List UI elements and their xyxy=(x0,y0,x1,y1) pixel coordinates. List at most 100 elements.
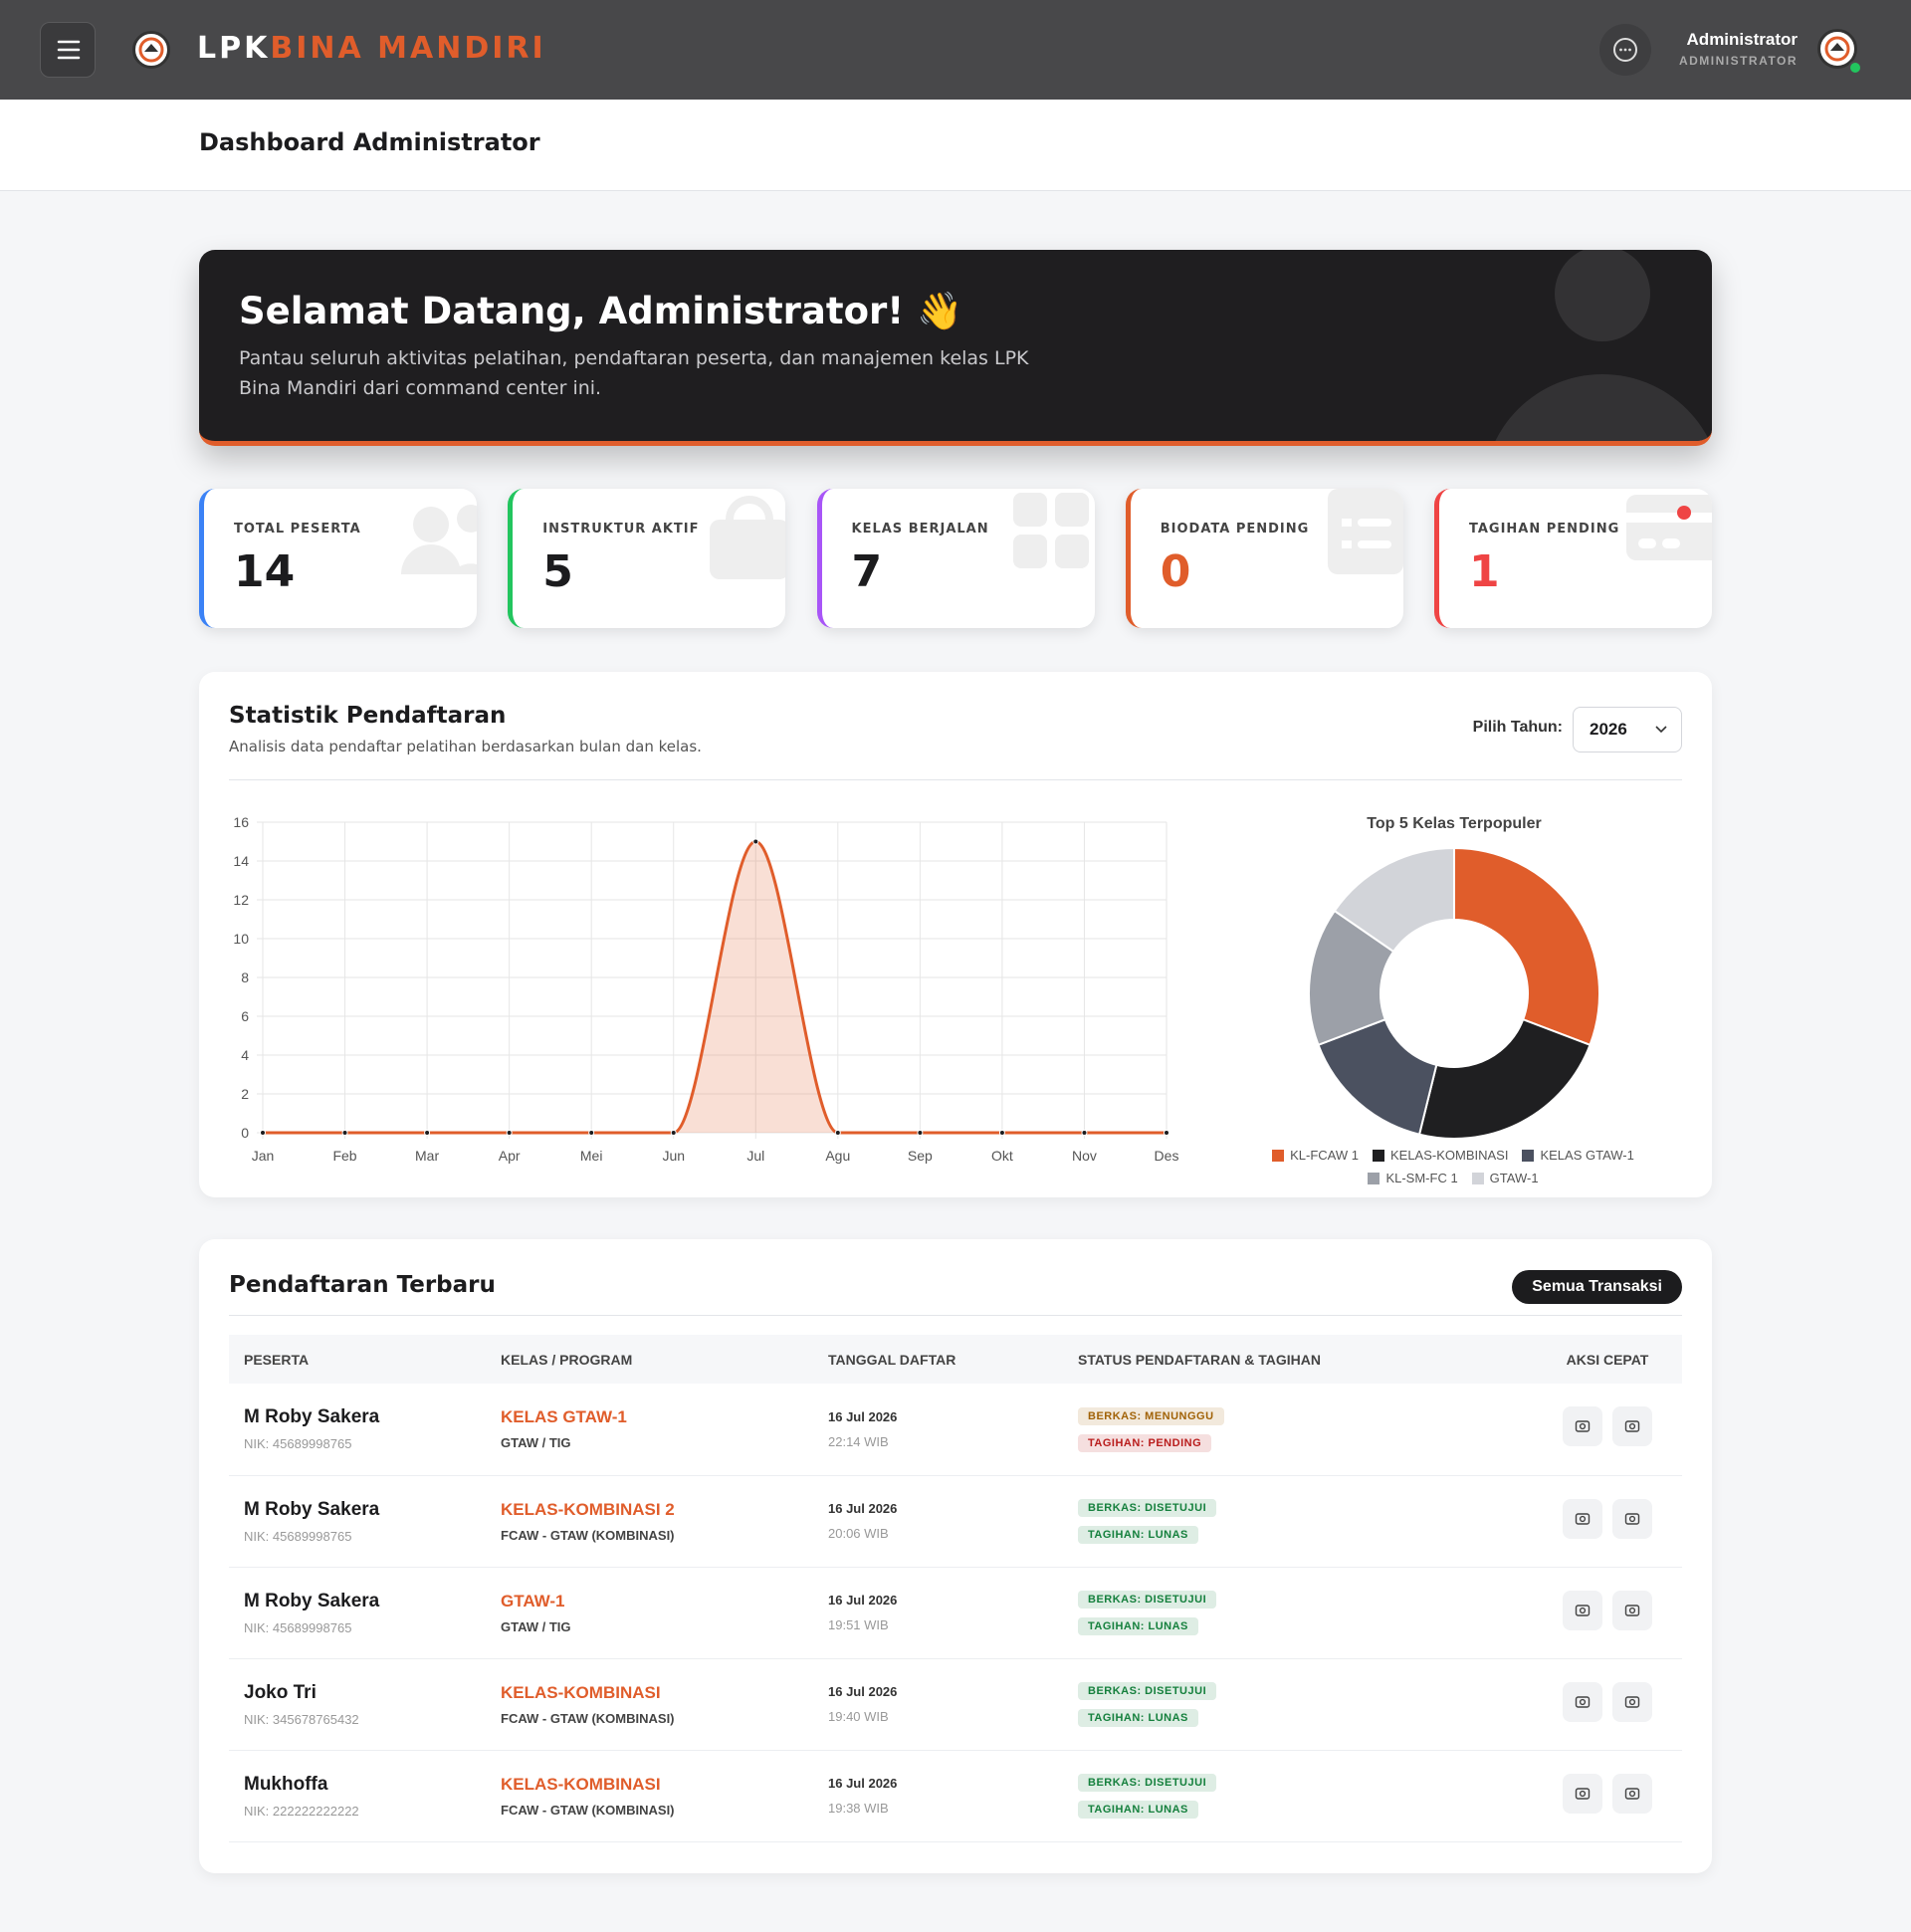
x-tick-label: Agu xyxy=(825,1148,850,1164)
participant-nik: NIK: 45689998765 xyxy=(244,1619,352,1635)
date: 16 Jul 2026 xyxy=(828,1593,898,1608)
action-invoice[interactable] xyxy=(1612,1773,1652,1814)
cell: Joko Tri NIK: 345678765432 xyxy=(229,1658,486,1751)
point xyxy=(834,1130,841,1136)
stat-label: TOTAL PESERTA xyxy=(234,522,361,537)
decor-circle xyxy=(1555,250,1650,341)
stat-card: INSTRUKTUR AKTIF 5 xyxy=(508,489,786,628)
brand: LPKBINA MANDIRI xyxy=(197,31,546,66)
badge-tagihan: TAGIHAN: PENDING xyxy=(1078,1433,1212,1452)
navbar: LPKBINA MANDIRI Administrator ADMINISTRA… xyxy=(0,0,1911,100)
table-row: Joko Tri NIK: 345678765432 KELAS-KOMBINASI… xyxy=(229,1658,1682,1751)
panel-title: Statistik Pendaftaran xyxy=(229,703,507,729)
table-body: M Roby Sakera NIK: 45689998765 KELAS GTAW-… xyxy=(229,1384,1682,1842)
point xyxy=(1081,1130,1088,1136)
stat-card: BIODATA PENDING 0 xyxy=(1125,489,1403,628)
table-header: PESERTA KELAS / PROGRAM TANGGAL DAFTAR STAT… xyxy=(229,1335,1682,1384)
year-select[interactable]: 2026 xyxy=(1573,707,1682,752)
doughnut-slice xyxy=(1308,909,1395,1047)
decor-circle xyxy=(1483,374,1712,441)
action-invoice[interactable] xyxy=(1612,1498,1652,1539)
status-row: BERKAS: MENUNGGU xyxy=(1078,1406,1518,1425)
card-icon xyxy=(401,505,477,574)
cell: KELAS-KOMBINASI FCAW - GTAW (KOMBINASI) xyxy=(486,1750,813,1842)
participant-name: M Roby Sakera xyxy=(244,1498,380,1520)
status-row: BERKAS: DISETUJUI xyxy=(1078,1498,1518,1517)
cell: KELAS-KOMBINASI FCAW - GTAW (KOMBINASI) xyxy=(486,1658,813,1751)
banner-text: Pantau seluruh aktivitas pelatihan, pend… xyxy=(239,347,1029,399)
x-tick-label: Apr xyxy=(499,1148,521,1164)
action-invoice[interactable] xyxy=(1612,1406,1652,1447)
y-tick-label: 16 xyxy=(233,814,249,830)
time: 19:40 WIB xyxy=(828,1709,889,1724)
participant-name: M Roby Sakera xyxy=(244,1406,380,1428)
legend-swatch xyxy=(1368,1172,1380,1184)
doughnut-slice xyxy=(1317,1017,1438,1136)
stat-card: TAGIHAN PENDING 1 xyxy=(1434,489,1712,628)
program-name: GTAW / TIG xyxy=(501,1618,571,1634)
action-icon xyxy=(1575,1695,1591,1708)
badge-tagihan: TAGIHAN: LUNAS xyxy=(1078,1801,1198,1819)
point xyxy=(506,1130,513,1136)
table-row: M Roby Sakera NIK: 45689998765 GTAW-1 GTAW … xyxy=(229,1567,1682,1659)
action-view[interactable] xyxy=(1563,1406,1602,1447)
action-view[interactable] xyxy=(1563,1590,1602,1630)
status-row: BERKAS: DISETUJUI xyxy=(1078,1681,1518,1700)
stat-label: INSTRUKTUR AKTIF xyxy=(542,522,700,537)
action-view[interactable] xyxy=(1563,1773,1602,1814)
cell: 16 Jul 2026 19:38 WIB xyxy=(813,1750,1063,1842)
participant-nik: NIK: 222222222222 xyxy=(244,1803,359,1819)
cell: BERKAS: DISETUJUI TAGIHAN: LUNAS xyxy=(1063,1658,1533,1751)
action-invoice[interactable] xyxy=(1612,1590,1652,1630)
stat-value: 14 xyxy=(234,546,296,597)
chart-title: Top 5 Kelas Terpopuler xyxy=(1367,815,1541,832)
class-name: KELAS-KOMBINASI xyxy=(501,1682,661,1702)
legend-swatch xyxy=(1372,1149,1384,1162)
brand-name: BINA MANDIRI xyxy=(270,31,546,66)
action-icon xyxy=(1575,1512,1591,1525)
action-icon xyxy=(1624,1512,1640,1525)
program-name: FCAW - GTAW (KOMBINASI) xyxy=(501,1710,675,1726)
legend-item: KELAS-KOMBINASI xyxy=(1372,1148,1508,1163)
table-row: Mukhoffa NIK: 222222222222 KELAS-KOMBINASI… xyxy=(229,1750,1682,1842)
action-view[interactable] xyxy=(1563,1498,1602,1539)
registrations-table: PESERTA KELAS / PROGRAM TANGGAL DAFTAR STAT… xyxy=(229,1335,1682,1842)
action-invoice[interactable] xyxy=(1612,1681,1652,1722)
point xyxy=(670,1130,677,1136)
cell: BERKAS: DISETUJUI TAGIHAN: LUNAS xyxy=(1063,1750,1533,1842)
legend-label: KL-SM-FC 1 xyxy=(1385,1171,1458,1185)
table-row: M Roby Sakera NIK: 45689998765 KELAS GTAW-… xyxy=(229,1384,1682,1476)
y-tick-label: 0 xyxy=(241,1125,249,1141)
program-name: FCAW - GTAW (KOMBINASI) xyxy=(501,1802,675,1818)
stat-value: 0 xyxy=(1160,546,1191,597)
legend-swatch xyxy=(1471,1172,1484,1184)
menu-icon xyxy=(57,40,81,60)
date: 16 Jul 2026 xyxy=(828,1776,898,1791)
chat-button[interactable] xyxy=(1599,24,1651,76)
cell: KELAS-KOMBINASI 2 FCAW - GTAW (KOMBINASI) xyxy=(486,1475,813,1568)
status-row: TAGIHAN: LUNAS xyxy=(1078,1616,1518,1635)
welcome-banner: Selamat Datang, Administrator! 👋 Pantau … xyxy=(199,250,1712,446)
x-tick-label: Mei xyxy=(580,1148,603,1164)
legend-item: KL-FCAW 1 xyxy=(1272,1148,1359,1163)
date: 16 Jul 2026 xyxy=(828,1408,898,1424)
badge-berkas: BERKAS: DISETUJUI xyxy=(1078,1682,1217,1700)
menu-button[interactable] xyxy=(40,22,96,78)
charts: 0 2 4 6 8 10 12 14 16 Jan Feb Mar Apr Mei Jun Jul Agu Sep… xyxy=(233,814,1600,1164)
cell: 16 Jul 2026 19:51 WIB xyxy=(813,1567,1063,1659)
divider xyxy=(229,779,1682,780)
participant-name: Joko Tri xyxy=(244,1681,317,1703)
cell xyxy=(1533,1658,1682,1751)
badge-tagihan: TAGIHAN: LUNAS xyxy=(1078,1617,1198,1635)
x-tick-label: Nov xyxy=(1072,1148,1097,1164)
participant-nik: NIK: 45689998765 xyxy=(244,1528,352,1544)
all-transactions-button[interactable]: Semua Transaksi xyxy=(1512,1270,1682,1304)
cell: Mukhoffa NIK: 222222222222 xyxy=(229,1750,486,1842)
panel-title: Pendaftaran Terbaru xyxy=(229,1272,496,1298)
cell: 16 Jul 2026 19:40 WIB xyxy=(813,1658,1063,1751)
banner-title: Selamat Datang, Administrator! 👋 xyxy=(239,290,963,332)
card-icon xyxy=(710,496,786,579)
action-view[interactable] xyxy=(1563,1681,1602,1722)
x-tick-label: Jun xyxy=(662,1148,685,1164)
